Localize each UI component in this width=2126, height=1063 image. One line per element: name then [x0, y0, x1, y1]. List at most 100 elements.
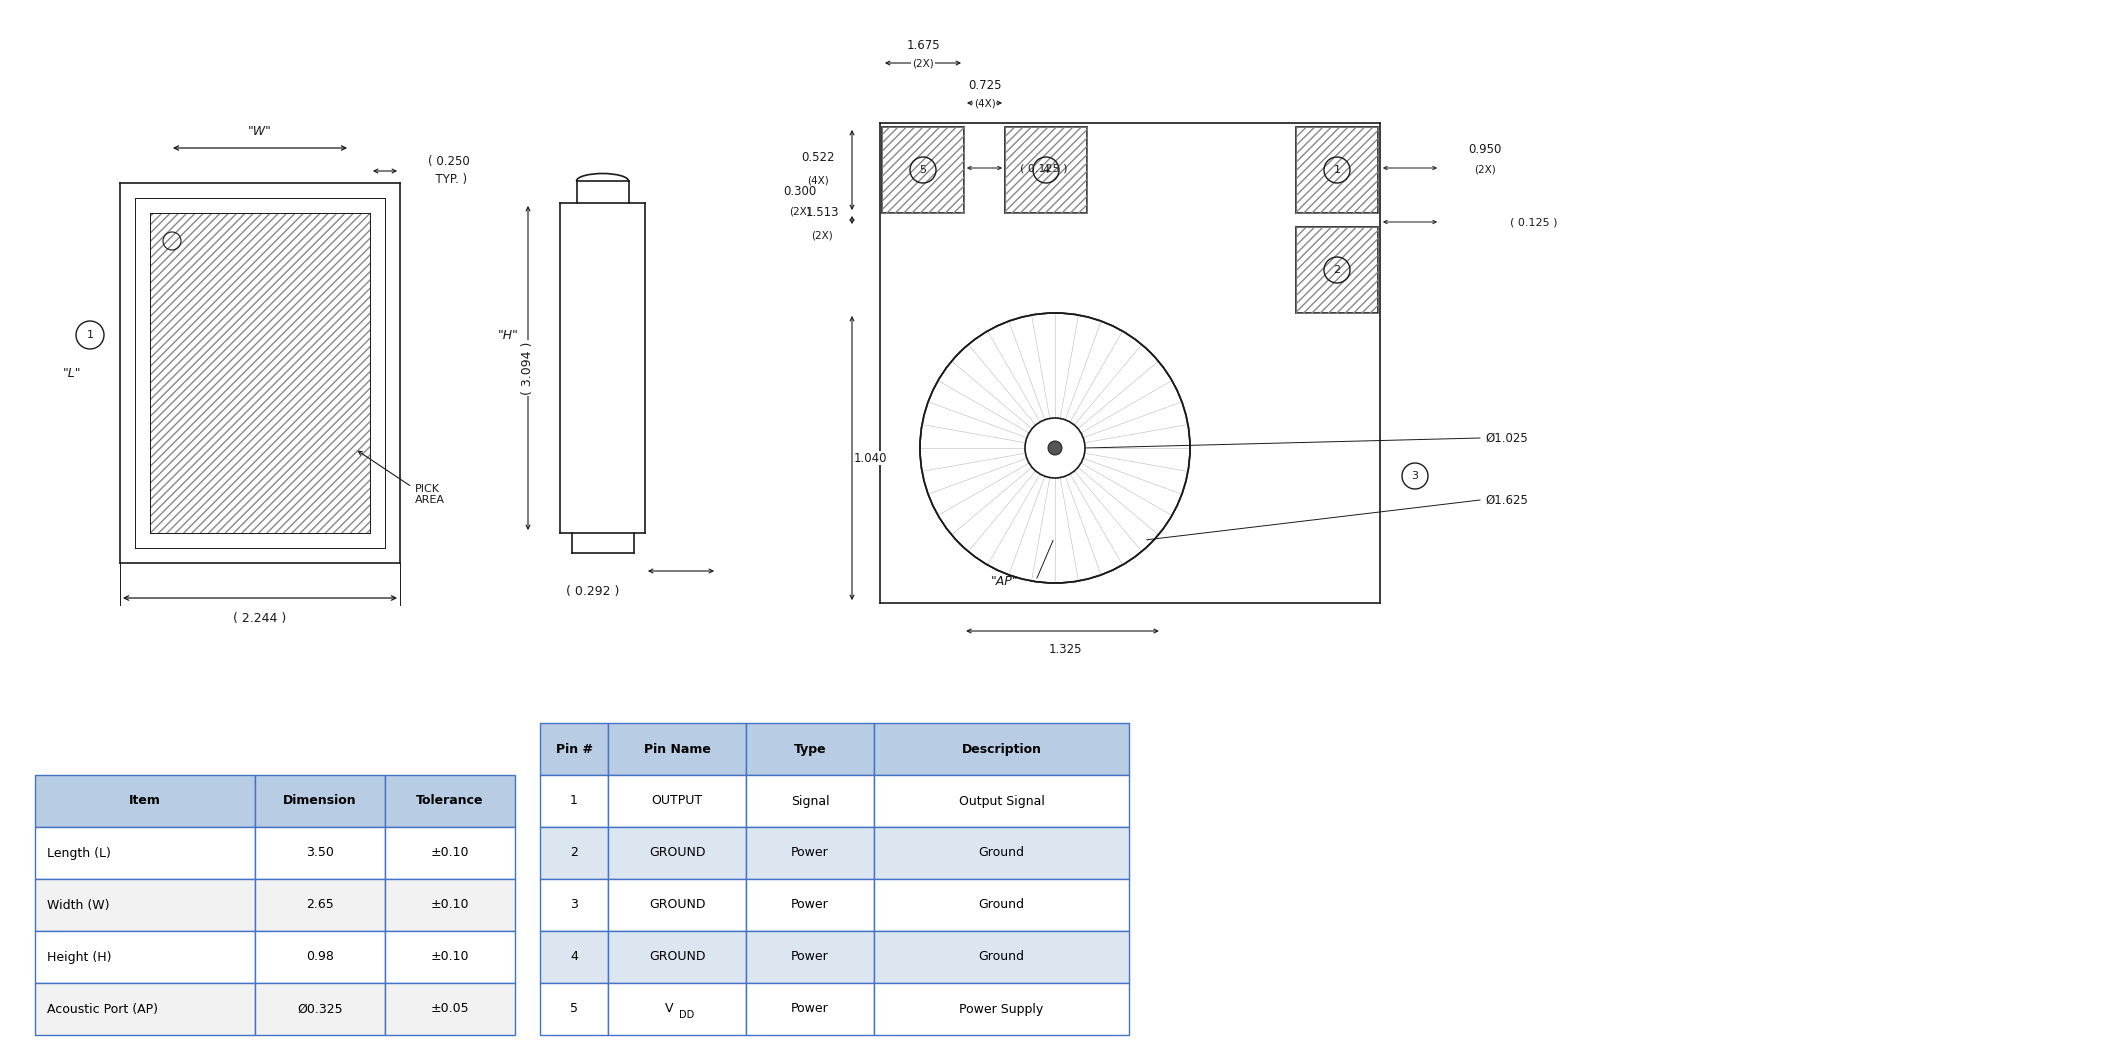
Bar	[540, 723, 608, 775]
Bar	[255, 983, 385, 1035]
Text: ( 0.250: ( 0.250	[427, 154, 470, 168]
Text: 4: 4	[570, 950, 578, 963]
Text: 3: 3	[1412, 471, 1418, 480]
Text: OUTPUT: OUTPUT	[651, 794, 702, 808]
Bar	[34, 931, 255, 983]
Text: 1.513: 1.513	[806, 205, 840, 219]
Bar	[255, 827, 385, 879]
Text: (2X): (2X)	[1473, 164, 1497, 174]
Text: Ø1.025: Ø1.025	[1484, 432, 1529, 444]
Text: Signal: Signal	[791, 794, 829, 808]
Bar	[874, 879, 1129, 931]
Text: 2: 2	[1333, 265, 1342, 275]
Text: 2.65: 2.65	[306, 898, 334, 911]
Bar	[385, 983, 514, 1035]
Text: Power: Power	[791, 950, 829, 963]
Text: ( 3.094 ): ( 3.094 )	[521, 341, 534, 394]
Bar	[608, 723, 746, 775]
Bar	[874, 931, 1129, 983]
Text: V: V	[665, 1002, 674, 1015]
Text: 0.300: 0.300	[782, 185, 816, 198]
Text: 0.950: 0.950	[1469, 142, 1501, 155]
Bar	[874, 723, 1129, 775]
Text: Length (L): Length (L)	[47, 846, 111, 860]
Text: ±0.05: ±0.05	[432, 1002, 470, 1015]
Bar	[540, 931, 608, 983]
Text: GROUND: GROUND	[648, 950, 706, 963]
Text: Ground: Ground	[978, 898, 1025, 911]
Bar	[255, 775, 385, 827]
Bar	[1006, 126, 1086, 213]
Bar	[874, 827, 1129, 879]
Text: 1: 1	[1333, 165, 1342, 175]
Text: ( 0.125 ): ( 0.125 )	[1509, 217, 1558, 227]
Text: 1.325: 1.325	[1048, 642, 1082, 656]
Bar	[540, 879, 608, 931]
Text: GROUND: GROUND	[648, 846, 706, 860]
Text: (4X): (4X)	[808, 175, 829, 185]
Text: Ground: Ground	[978, 950, 1025, 963]
Text: 4: 4	[1042, 165, 1050, 175]
Bar	[746, 983, 874, 1035]
Text: TYP. ): TYP. )	[427, 172, 468, 186]
Bar	[255, 879, 385, 931]
Text: Pin #: Pin #	[555, 742, 593, 756]
Text: 5: 5	[921, 165, 927, 175]
Bar	[882, 126, 963, 213]
Bar	[874, 775, 1129, 827]
Text: Output Signal: Output Signal	[959, 794, 1044, 808]
Text: Power: Power	[791, 846, 829, 860]
Circle shape	[1048, 441, 1063, 455]
Bar	[34, 879, 255, 931]
Text: 0.98: 0.98	[306, 950, 334, 963]
Bar	[746, 775, 874, 827]
Text: 0.725: 0.725	[967, 79, 1001, 91]
Bar	[608, 983, 746, 1035]
Text: ( 2.244 ): ( 2.244 )	[234, 611, 287, 624]
Bar	[608, 931, 746, 983]
Bar	[746, 879, 874, 931]
Text: Acoustic Port (AP): Acoustic Port (AP)	[47, 1002, 157, 1015]
Text: "AP": "AP"	[991, 574, 1018, 588]
Text: 1.040: 1.040	[853, 452, 887, 465]
Text: Power: Power	[791, 898, 829, 911]
Circle shape	[921, 313, 1191, 583]
Text: ( 0.125 ): ( 0.125 )	[1020, 163, 1067, 173]
Text: "H": "H"	[497, 328, 519, 341]
Bar	[608, 879, 746, 931]
Text: (4X): (4X)	[974, 98, 995, 108]
Text: 1.675: 1.675	[906, 38, 940, 51]
Text: ±0.10: ±0.10	[432, 846, 470, 860]
Text: Width (W): Width (W)	[47, 898, 111, 911]
Bar	[34, 983, 255, 1035]
Text: Tolerance: Tolerance	[417, 794, 485, 808]
Text: 3.50: 3.50	[306, 846, 334, 860]
Bar	[1297, 126, 1378, 213]
Text: GROUND: GROUND	[648, 898, 706, 911]
Bar	[34, 775, 255, 827]
Text: Description: Description	[961, 742, 1042, 756]
Bar	[385, 931, 514, 983]
Text: ( 0.292 ): ( 0.292 )	[566, 585, 619, 597]
Bar	[34, 827, 255, 879]
Text: 1: 1	[570, 794, 578, 808]
Bar	[540, 983, 608, 1035]
Bar	[255, 931, 385, 983]
Text: Power Supply: Power Supply	[959, 1002, 1044, 1015]
Text: 5: 5	[570, 1002, 578, 1015]
Text: Pin Name: Pin Name	[644, 742, 710, 756]
Bar	[1297, 227, 1378, 313]
Bar	[746, 723, 874, 775]
Bar	[882, 126, 963, 213]
Bar	[540, 775, 608, 827]
Text: 3: 3	[570, 898, 578, 911]
Bar	[746, 931, 874, 983]
Bar	[540, 827, 608, 879]
Text: Ground: Ground	[978, 846, 1025, 860]
Text: ±0.10: ±0.10	[432, 898, 470, 911]
Bar	[746, 827, 874, 879]
Text: ±0.10: ±0.10	[432, 950, 470, 963]
Bar	[608, 775, 746, 827]
Text: Ø0.325: Ø0.325	[298, 1002, 342, 1015]
Bar	[1297, 126, 1378, 213]
